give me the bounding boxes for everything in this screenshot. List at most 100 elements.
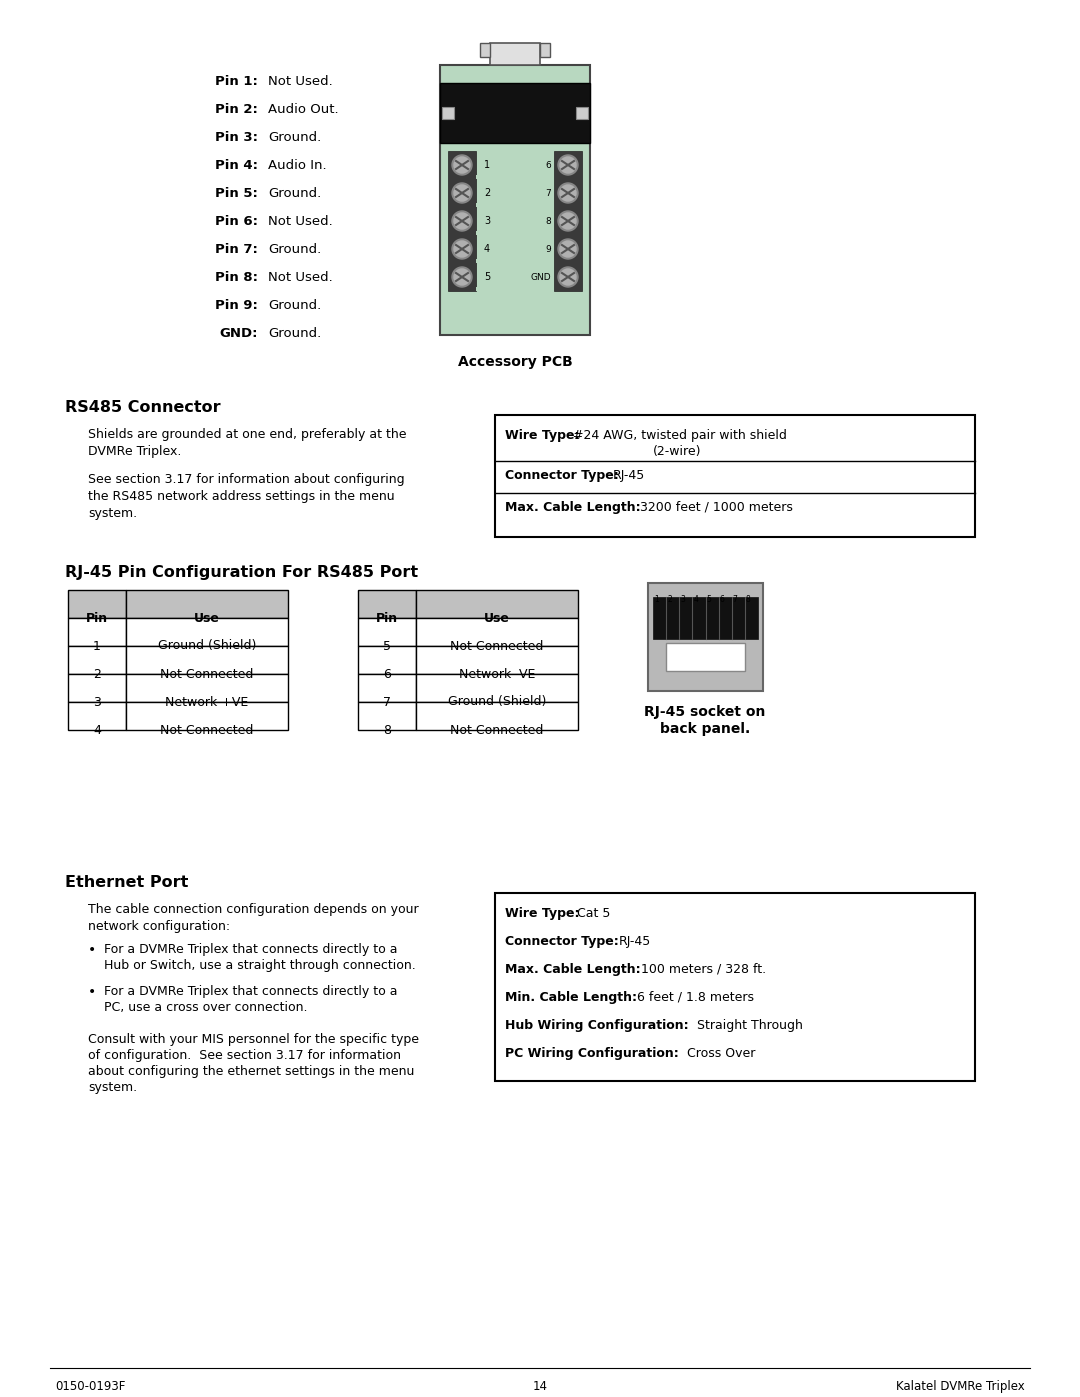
Text: Pin: Pin — [376, 612, 399, 624]
Text: 8: 8 — [745, 595, 751, 604]
Text: Ethernet Port: Ethernet Port — [65, 875, 188, 890]
Bar — [68, 590, 126, 617]
Text: Audio Out.: Audio Out. — [268, 103, 339, 116]
Circle shape — [558, 155, 578, 175]
Text: Use: Use — [484, 612, 510, 624]
Bar — [549, 258, 554, 263]
Circle shape — [454, 270, 470, 285]
Bar — [490, 43, 540, 66]
Text: RJ-45 Pin Configuration For RS485 Port: RJ-45 Pin Configuration For RS485 Port — [65, 564, 418, 580]
Text: 3: 3 — [680, 595, 686, 604]
Text: 8: 8 — [383, 724, 391, 736]
Text: Audio In.: Audio In. — [268, 159, 326, 172]
Bar — [549, 231, 554, 235]
Text: RJ-45 socket on: RJ-45 socket on — [645, 705, 766, 719]
Bar — [666, 643, 745, 671]
Text: PC Wiring Configuration:: PC Wiring Configuration: — [505, 1046, 678, 1060]
Text: Network -VE: Network -VE — [459, 668, 536, 680]
Circle shape — [558, 267, 578, 286]
Text: 6: 6 — [545, 161, 551, 169]
Text: Hub or Switch, use a straight through connection.: Hub or Switch, use a straight through co… — [104, 958, 416, 972]
Bar — [416, 590, 578, 617]
Text: Pin 2:: Pin 2: — [215, 103, 258, 116]
Text: GND:: GND: — [219, 327, 258, 339]
Text: The cable connection configuration depends on your: The cable connection configuration depen… — [87, 902, 419, 916]
Circle shape — [561, 156, 576, 173]
Circle shape — [558, 239, 578, 258]
Text: 8: 8 — [545, 217, 551, 225]
Bar — [549, 203, 554, 207]
Text: Cat 5: Cat 5 — [577, 907, 610, 921]
Text: #24 AWG, twisted pair with shield: #24 AWG, twisted pair with shield — [573, 429, 787, 441]
Circle shape — [558, 211, 578, 231]
Bar — [126, 673, 288, 703]
Text: RS485 Connector: RS485 Connector — [65, 400, 220, 415]
Text: Not Connected: Not Connected — [160, 724, 254, 736]
Text: Kalatel DVMRe Triplex: Kalatel DVMRe Triplex — [896, 1380, 1025, 1393]
Text: Max. Cable Length:: Max. Cable Length: — [505, 502, 640, 514]
Text: •: • — [87, 985, 96, 999]
Text: Cross Over: Cross Over — [687, 1046, 755, 1060]
Text: Pin 1:: Pin 1: — [215, 75, 258, 88]
Text: 3: 3 — [93, 696, 100, 708]
Bar — [554, 151, 582, 291]
Circle shape — [453, 211, 472, 231]
Text: Shields are grounded at one end, preferably at the: Shields are grounded at one end, prefera… — [87, 427, 406, 441]
Bar — [68, 645, 126, 673]
Text: 5: 5 — [484, 272, 490, 282]
Text: 2: 2 — [484, 189, 490, 198]
Bar — [495, 415, 975, 536]
Bar — [476, 231, 481, 235]
Text: See section 3.17 for information about configuring: See section 3.17 for information about c… — [87, 474, 405, 486]
Bar — [480, 43, 490, 57]
Bar — [476, 286, 481, 291]
Text: back panel.: back panel. — [660, 722, 751, 736]
Text: Not Connected: Not Connected — [450, 724, 543, 736]
Text: 4: 4 — [693, 595, 699, 604]
Bar — [357, 703, 416, 731]
Text: Ground.: Ground. — [268, 131, 321, 144]
Text: system.: system. — [87, 507, 137, 520]
Bar — [416, 673, 578, 703]
Text: RJ-45: RJ-45 — [613, 469, 645, 482]
Text: Pin 3:: Pin 3: — [215, 131, 258, 144]
Bar — [648, 583, 762, 692]
Bar — [126, 590, 288, 617]
Text: Min. Cable Length:: Min. Cable Length: — [505, 990, 637, 1004]
Bar — [416, 645, 578, 673]
Text: Ground (Shield): Ground (Shield) — [448, 696, 546, 708]
Text: 9: 9 — [545, 244, 551, 253]
Text: Max. Cable Length:: Max. Cable Length: — [505, 963, 640, 977]
Bar — [495, 893, 975, 1081]
Text: (2-wire): (2-wire) — [653, 446, 702, 458]
Text: Ground.: Ground. — [268, 187, 321, 200]
Circle shape — [561, 212, 576, 229]
Bar — [68, 673, 126, 703]
Text: Not Connected: Not Connected — [160, 668, 254, 680]
Bar — [653, 597, 758, 638]
Circle shape — [453, 239, 472, 258]
Bar — [442, 108, 454, 119]
Text: Ground (Shield): Ground (Shield) — [158, 640, 256, 652]
Text: Connector Type:: Connector Type: — [505, 469, 619, 482]
Text: Hub Wiring Configuration:: Hub Wiring Configuration: — [505, 1018, 689, 1032]
Text: For a DVMRe Triplex that connects directly to a: For a DVMRe Triplex that connects direct… — [104, 985, 397, 997]
Text: 7: 7 — [732, 595, 738, 604]
Text: 0150-0193F: 0150-0193F — [55, 1380, 125, 1393]
Text: 1: 1 — [484, 161, 490, 170]
Circle shape — [453, 267, 472, 286]
Bar — [126, 645, 288, 673]
Bar — [68, 617, 126, 645]
Circle shape — [454, 212, 470, 229]
Text: Not Used.: Not Used. — [268, 75, 333, 88]
Text: 6: 6 — [383, 668, 391, 680]
Text: 3200 feet / 1000 meters: 3200 feet / 1000 meters — [640, 502, 793, 514]
Circle shape — [453, 155, 472, 175]
Bar — [416, 617, 578, 645]
Bar — [68, 703, 126, 731]
Text: 1: 1 — [93, 640, 100, 652]
Circle shape — [454, 242, 470, 257]
Bar — [357, 590, 416, 617]
Text: Pin 6:: Pin 6: — [215, 215, 258, 228]
Text: 2: 2 — [667, 595, 673, 604]
